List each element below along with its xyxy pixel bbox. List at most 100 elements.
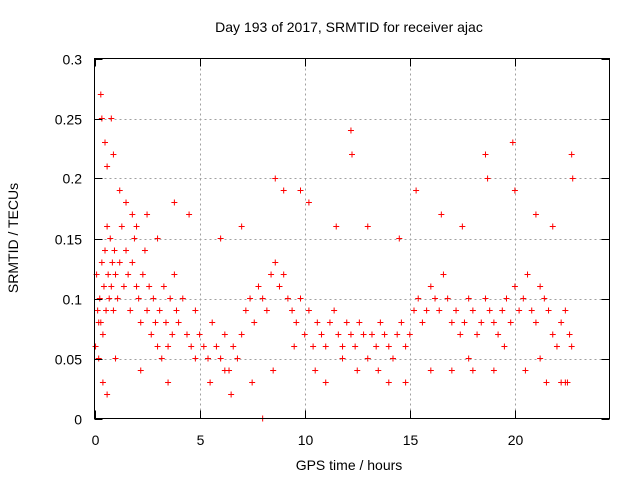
- y-tick-label: 0: [74, 412, 82, 428]
- data-point: [484, 175, 491, 182]
- data-point: [402, 343, 409, 350]
- data-point: [490, 319, 497, 326]
- data-point: [562, 379, 569, 386]
- data-point: [259, 295, 266, 302]
- x-tick-label: 10: [298, 432, 314, 448]
- data-point: [297, 295, 304, 302]
- data-point: [440, 271, 447, 278]
- data-point: [339, 343, 346, 350]
- data-point: [135, 295, 142, 302]
- data-point: [270, 367, 277, 374]
- data-point: [318, 331, 325, 338]
- data-point: [154, 235, 161, 242]
- data-point: [537, 283, 544, 290]
- data-points: [92, 91, 576, 422]
- data-point: [144, 307, 151, 314]
- data-point: [465, 355, 472, 362]
- data-point: [289, 307, 296, 314]
- data-point: [280, 187, 287, 194]
- data-point: [99, 379, 106, 386]
- data-point: [280, 271, 287, 278]
- data-point: [545, 307, 552, 314]
- data-point: [385, 343, 392, 350]
- data-point: [448, 367, 455, 374]
- data-point: [228, 391, 235, 398]
- data-point: [474, 331, 481, 338]
- y-axis-label: SRMTID / TECUs: [5, 183, 21, 293]
- data-point: [314, 319, 321, 326]
- data-point: [104, 223, 111, 230]
- data-point: [152, 319, 159, 326]
- data-point: [123, 199, 130, 206]
- data-point: [173, 307, 180, 314]
- data-point: [402, 379, 409, 386]
- axis-ticks: 0 0.05 0.1 0.15 0.2 0.25 0.3 0 5 10 15 20: [55, 52, 610, 448]
- data-point: [478, 319, 485, 326]
- data-point: [415, 295, 422, 302]
- data-point: [453, 307, 460, 314]
- data-point: [375, 367, 382, 374]
- data-point: [217, 355, 224, 362]
- data-point: [326, 319, 333, 326]
- data-point: [465, 295, 472, 302]
- data-point: [238, 331, 245, 338]
- x-tick-label: 0: [92, 432, 100, 448]
- data-point: [406, 331, 413, 338]
- data-point: [97, 91, 104, 98]
- data-point: [486, 307, 493, 314]
- data-point: [507, 319, 514, 326]
- data-point: [511, 187, 518, 194]
- data-point: [448, 319, 455, 326]
- data-point: [541, 295, 548, 302]
- data-point: [558, 319, 565, 326]
- data-point: [272, 175, 279, 182]
- data-point: [106, 295, 113, 302]
- y-tick-label: 0.2: [63, 171, 83, 187]
- data-point: [186, 211, 193, 218]
- data-point: [238, 223, 245, 230]
- data-point: [333, 223, 340, 230]
- data-point: [242, 307, 249, 314]
- data-point: [108, 283, 115, 290]
- data-point: [457, 331, 464, 338]
- data-point: [427, 283, 434, 290]
- data-point: [105, 271, 112, 278]
- data-point: [297, 187, 304, 194]
- data-point: [102, 139, 109, 146]
- data-point: [112, 271, 119, 278]
- data-point: [137, 319, 144, 326]
- data-point: [104, 391, 111, 398]
- data-point: [92, 343, 99, 350]
- data-point: [339, 355, 346, 362]
- data-point: [98, 259, 105, 266]
- data-point: [125, 271, 132, 278]
- data-point: [364, 223, 371, 230]
- x-axis-label: GPS time / hours: [296, 457, 403, 473]
- data-point: [104, 163, 111, 170]
- data-point: [436, 307, 443, 314]
- data-point: [118, 223, 125, 230]
- data-point: [165, 343, 172, 350]
- data-point: [360, 331, 367, 338]
- data-point: [108, 115, 115, 122]
- data-point: [205, 355, 212, 362]
- data-point: [95, 355, 102, 362]
- data-point: [162, 319, 169, 326]
- data-point: [171, 271, 178, 278]
- data-point: [276, 283, 283, 290]
- data-point: [553, 343, 560, 350]
- data-point: [301, 331, 308, 338]
- data-point: [165, 379, 172, 386]
- data-point: [139, 271, 146, 278]
- data-point: [94, 307, 101, 314]
- data-point: [532, 211, 539, 218]
- data-point: [444, 295, 451, 302]
- data-point: [549, 223, 556, 230]
- data-point: [528, 307, 535, 314]
- data-point: [188, 343, 195, 350]
- data-point: [169, 331, 176, 338]
- data-point: [109, 259, 116, 266]
- data-point: [566, 331, 573, 338]
- data-point: [501, 343, 508, 350]
